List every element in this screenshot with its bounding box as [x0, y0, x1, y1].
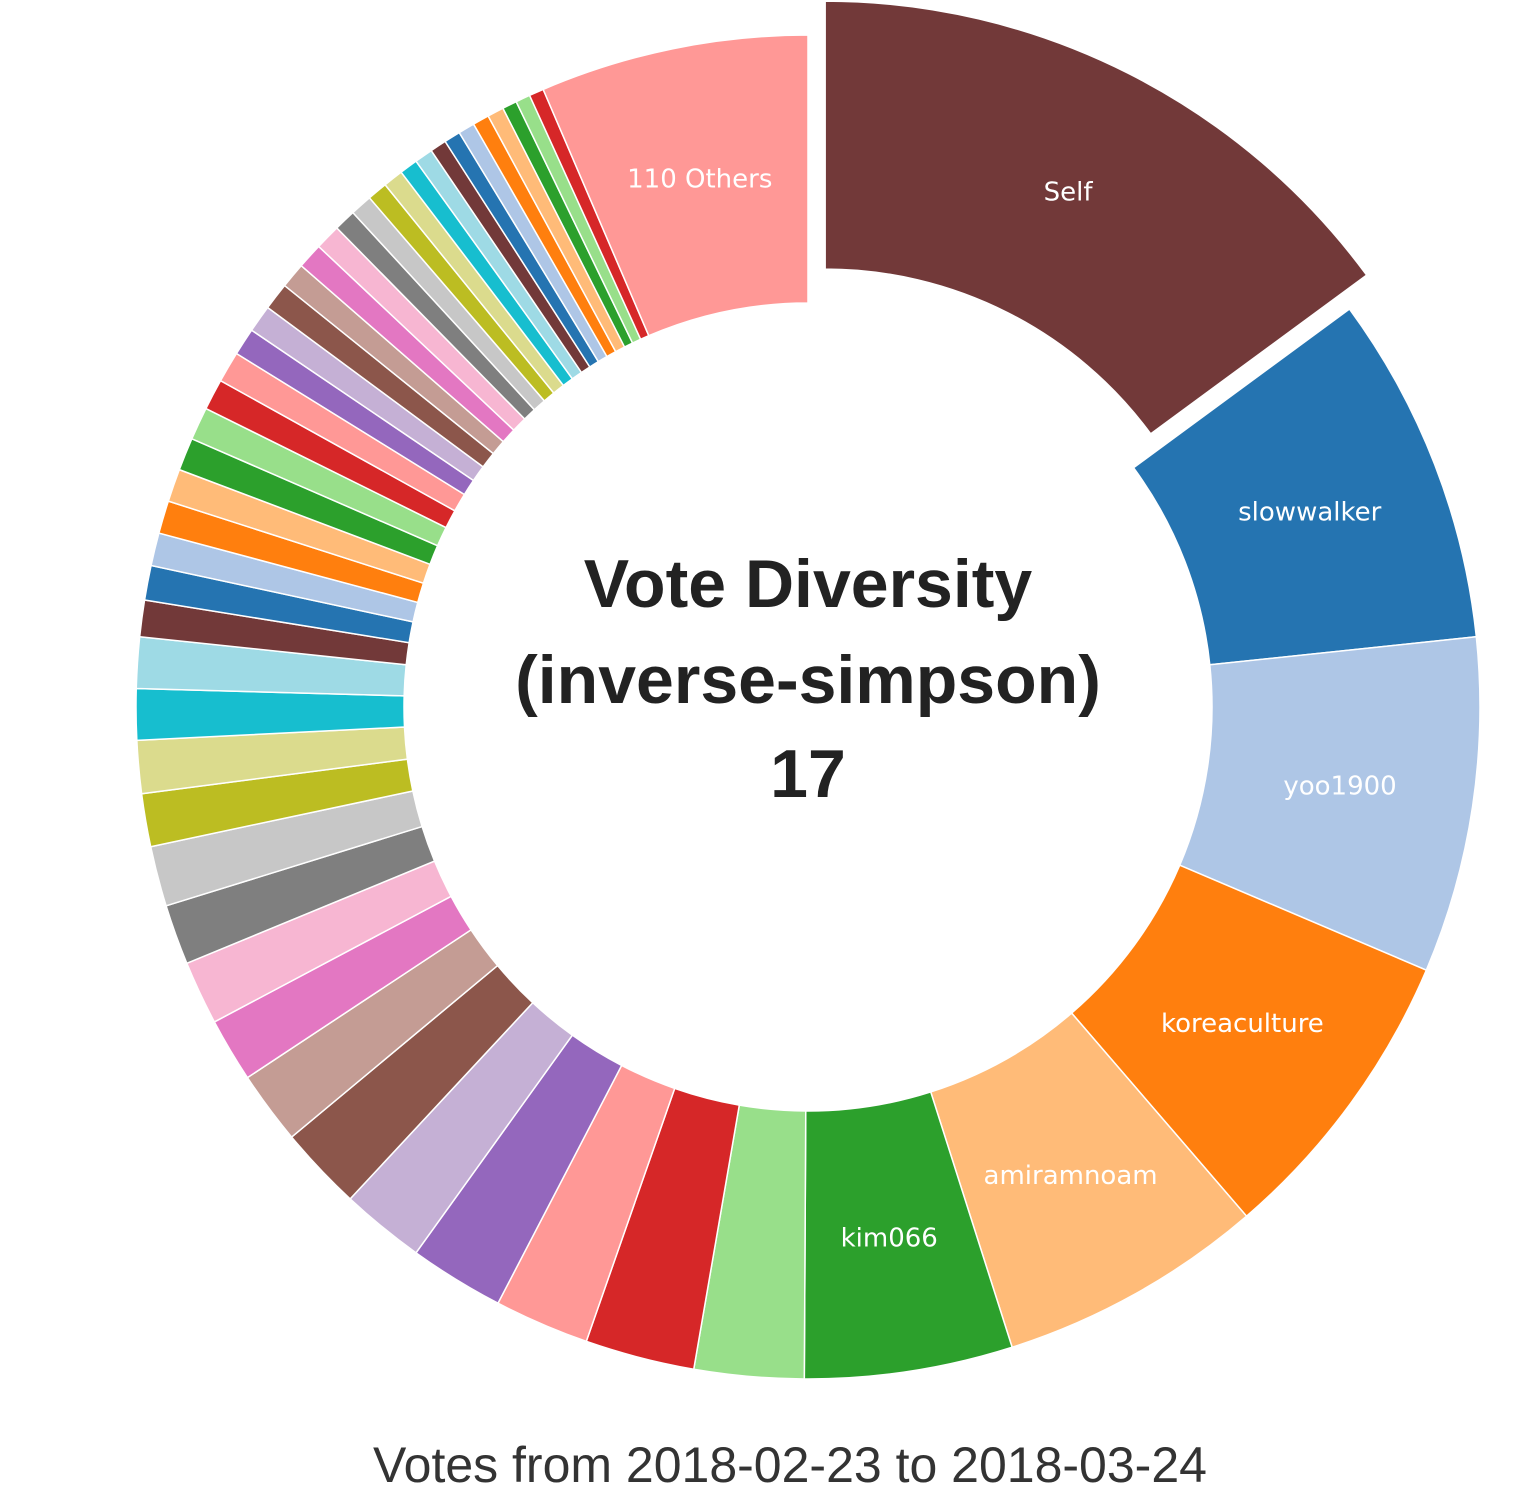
date-range-footer: Votes from 2018-02-23 to 2018-03-24 — [373, 1437, 1207, 1493]
center-diversity-value: 17 — [770, 736, 846, 812]
slice-label-amiramnoam: amiramnoam — [984, 1161, 1158, 1191]
slice-self — [824, 0, 1368, 435]
slice-110-others — [542, 34, 809, 337]
slice-label-yoo1900: yoo1900 — [1283, 771, 1396, 801]
slice-label-kim066: kim066 — [841, 1223, 938, 1253]
donut-slice-labels: Self slowwalker yoo1900 koreaculture amiramn… — [627, 164, 1397, 1253]
donut-slices — [135, 0, 1481, 1380]
center-title-line-2: (inverse-simpson) — [515, 642, 1101, 718]
slice-label-self: Self — [1044, 178, 1094, 208]
slice-label-koreaculture: koreaculture — [1161, 1009, 1324, 1039]
center-title-line-1: Vote Diversity — [584, 546, 1033, 622]
slice-label-110-others: 110 Others — [627, 164, 772, 194]
slice-label-slowwalker: slowwalker — [1238, 497, 1381, 527]
